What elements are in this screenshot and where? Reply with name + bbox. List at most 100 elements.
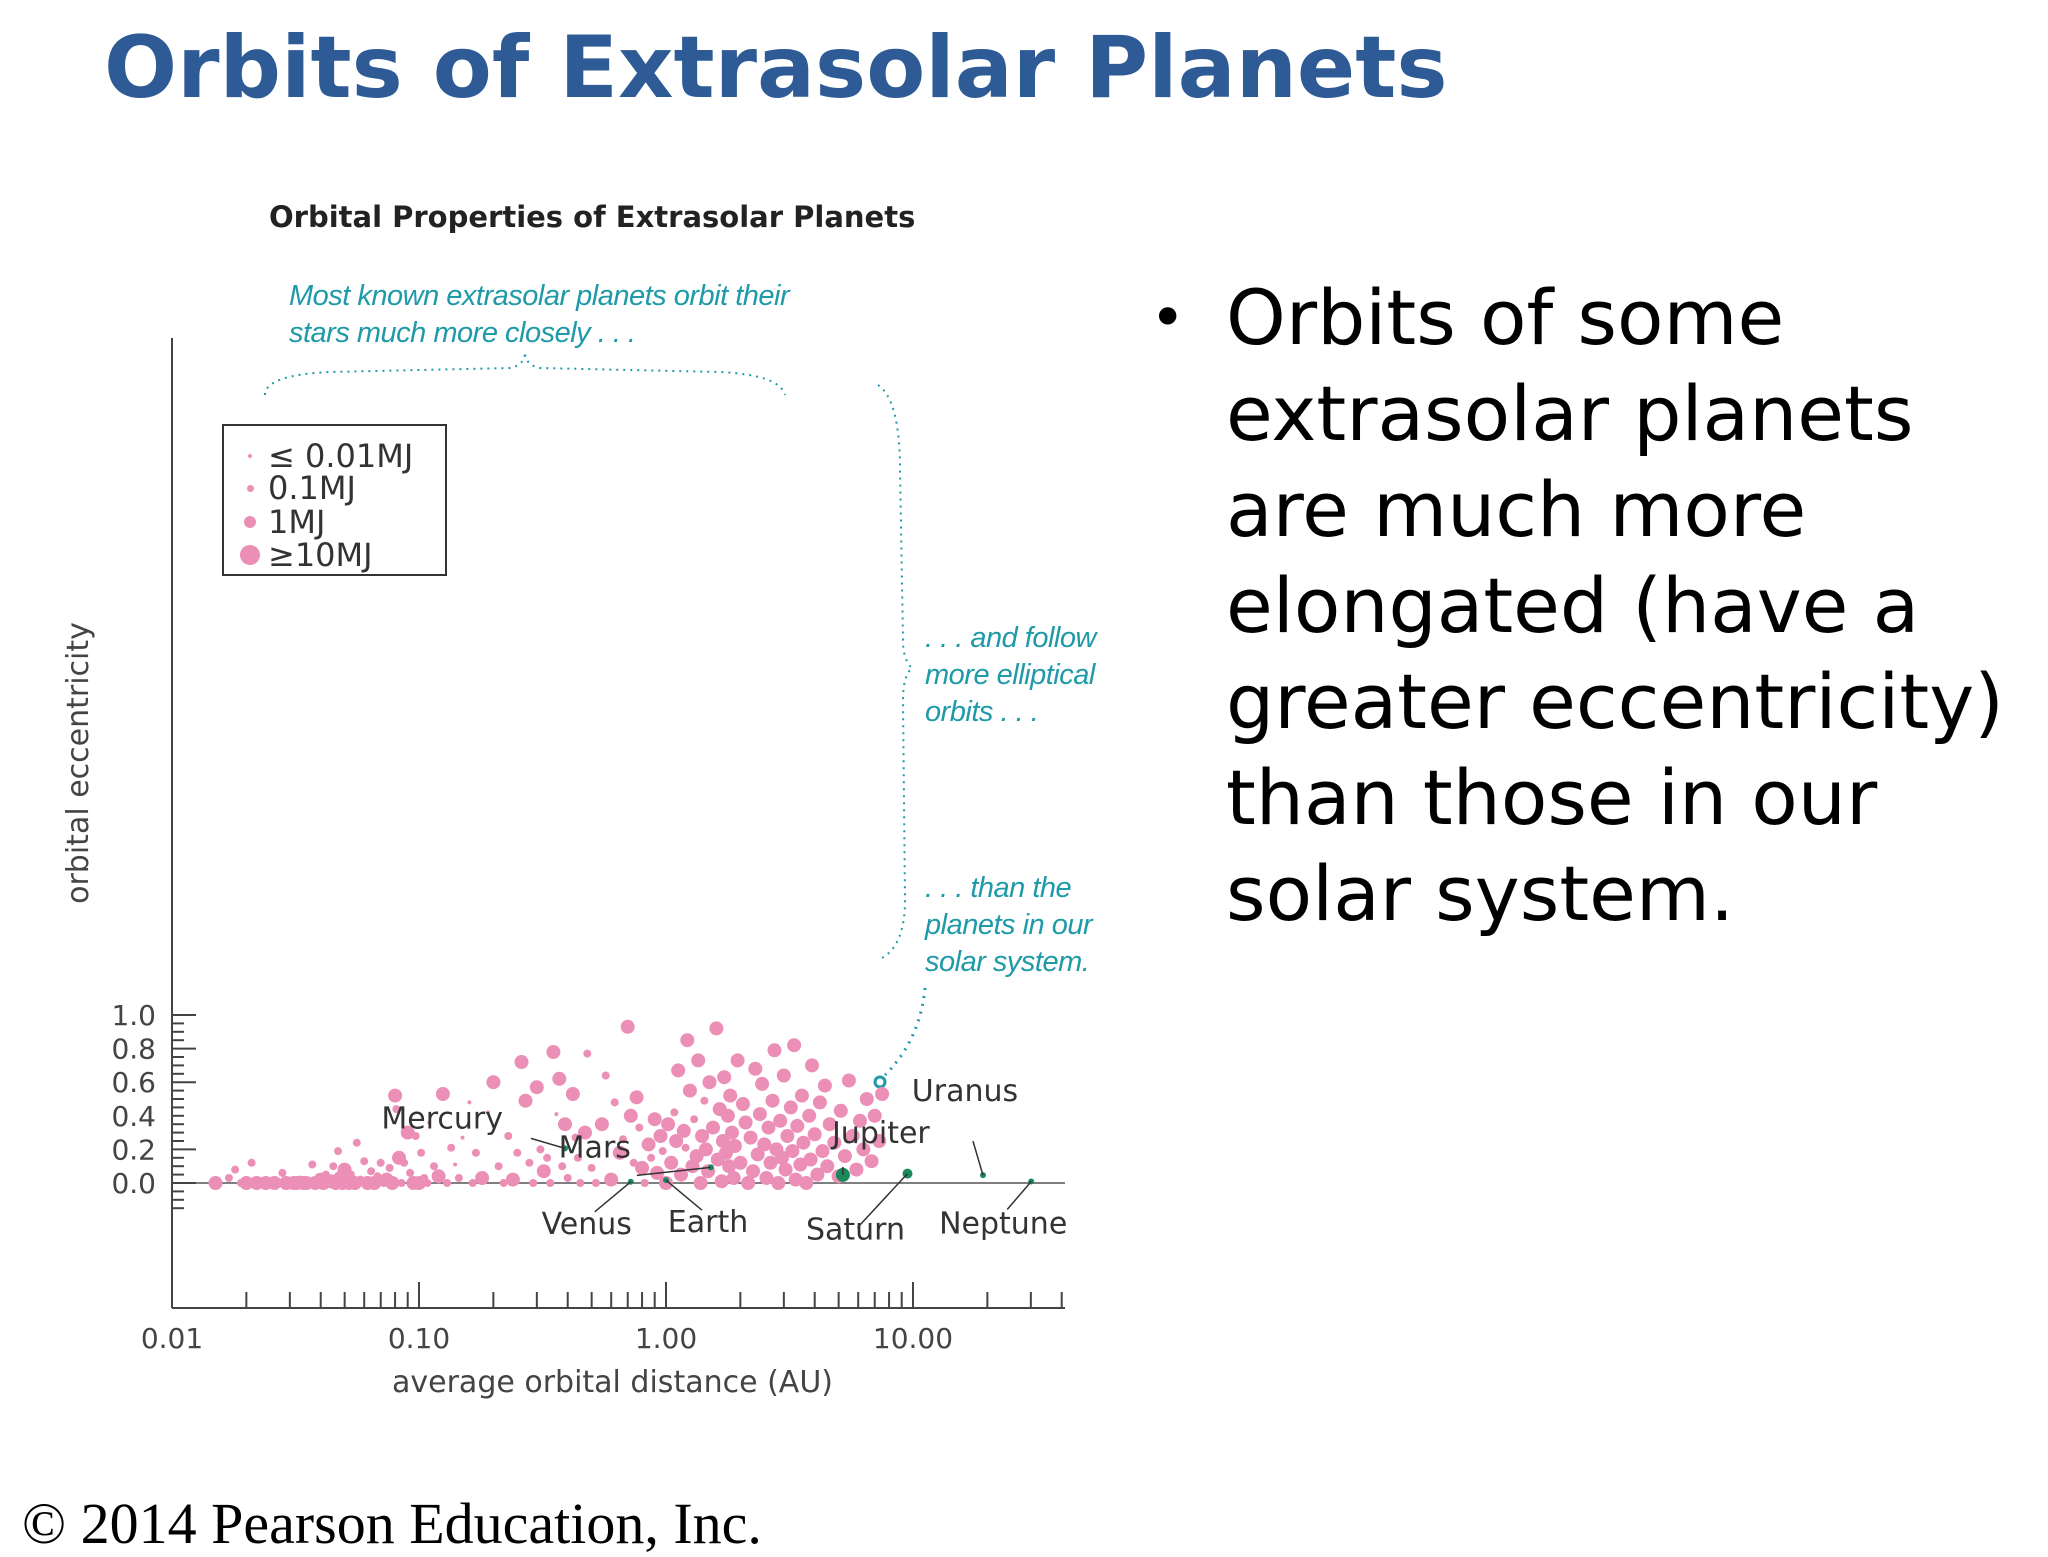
exoplanet-point <box>610 1098 619 1107</box>
legend-item: ≤ 0.01MJ <box>224 440 444 472</box>
exoplanet-point <box>406 1168 415 1177</box>
exoplanet-point <box>693 1176 708 1190</box>
legend-item: 0.1MJ <box>224 472 444 504</box>
exoplanet-point <box>629 1090 644 1105</box>
exoplanet-point <box>430 1162 438 1171</box>
x-axis-label: average orbital distance (AU) <box>392 1365 833 1400</box>
exoplanet-point <box>805 1058 819 1073</box>
exoplanet-point <box>785 1144 800 1159</box>
exoplanet-point <box>755 1076 770 1091</box>
exoplanet-point <box>454 1174 463 1182</box>
exoplanet-point <box>505 1172 520 1187</box>
exoplanet-point <box>604 1172 619 1187</box>
annotation-brackets <box>264 351 927 1089</box>
exoplanet-point <box>738 1115 753 1130</box>
exoplanet-point <box>815 1144 830 1159</box>
exoplanet-point <box>664 1155 679 1170</box>
exoplanet-point <box>247 1158 256 1167</box>
exoplanet-point <box>670 1108 679 1117</box>
exoplanet-point <box>467 1100 472 1105</box>
exoplanet-point <box>733 1155 748 1170</box>
exoplanet-point <box>875 1087 890 1101</box>
exoplanet-points <box>208 1019 890 1190</box>
exoplanet-point <box>558 1117 572 1132</box>
exoplanet-point <box>796 1135 811 1150</box>
exoplanet-point <box>400 1125 415 1140</box>
exoplanet-point <box>776 1068 791 1083</box>
exoplanet-point <box>417 1148 426 1157</box>
exoplanet-point <box>771 1176 786 1190</box>
bullet-text: Orbits of some extrasolar planets are mu… <box>1226 273 2004 938</box>
planet-label: Mars <box>559 1130 631 1165</box>
exoplanet-point <box>397 1179 406 1187</box>
x-tick-label: 0.10 <box>388 1322 450 1355</box>
solar-planet-point <box>562 1145 568 1152</box>
exoplanet-point <box>460 1135 465 1140</box>
exoplanet-point <box>671 1063 686 1078</box>
exoplanet-point <box>803 1152 818 1167</box>
planet-leader-line <box>594 1181 632 1213</box>
exoplanet-point <box>423 1179 432 1187</box>
exoplanet-point <box>308 1160 317 1169</box>
bracket-vertical <box>877 384 914 959</box>
exoplanet-point <box>471 1148 480 1157</box>
exoplanet-point <box>518 1093 533 1108</box>
chart-legend: ≤ 0.01MJ 0.1MJ 1MJ ≥10MJ <box>222 424 447 576</box>
exoplanet-point <box>750 1147 765 1162</box>
exoplanet-point <box>641 1137 656 1152</box>
exoplanet-point <box>239 1176 254 1190</box>
exoplanet-point <box>817 1078 832 1093</box>
exoplanet-point <box>833 1103 848 1118</box>
exoplanet-point <box>853 1113 867 1128</box>
exoplanet-point <box>427 1120 432 1125</box>
exoplanet-point <box>872 1134 887 1148</box>
annotation-elliptical-orbits: . . . and follow more elliptical orbits … <box>925 622 1096 728</box>
exoplanet-point <box>698 1142 713 1157</box>
exoplanet-point <box>845 1129 860 1143</box>
exoplanet-point <box>504 1132 513 1140</box>
exoplanet-point <box>714 1174 729 1189</box>
exoplanet-point <box>640 1179 649 1187</box>
exoplanet-point <box>594 1117 609 1132</box>
exoplanet-point <box>799 1176 814 1190</box>
planet-leader-line <box>1006 1180 1032 1210</box>
exoplanet-point <box>392 1105 401 1114</box>
exoplanet-point <box>385 1163 394 1172</box>
y-tick-label: 0.4 <box>111 1100 156 1133</box>
bullet-list: • Orbits of some extrasolar planets are … <box>1150 270 2030 942</box>
exoplanet-point <box>329 1162 338 1171</box>
annotation-solar-system: . . . than the planets in our solar syst… <box>925 872 1093 978</box>
exoplanet-point <box>208 1176 223 1190</box>
exoplanet-point <box>591 1179 600 1187</box>
exoplanet-point <box>529 1179 538 1187</box>
exoplanet-point <box>717 1070 732 1085</box>
exoplanet-point <box>680 1033 695 1048</box>
legend-marker <box>240 545 260 565</box>
planet-leader-line <box>530 1137 566 1150</box>
solar-planet-point <box>980 1172 986 1179</box>
exoplanet-point <box>723 1088 738 1103</box>
exoplanet-point <box>676 1123 691 1138</box>
exoplanet-point <box>485 1110 490 1115</box>
exoplanet-point <box>767 1043 782 1058</box>
planet-leader-line <box>856 1173 909 1229</box>
exoplanet-point <box>635 1160 650 1175</box>
exoplanet-point <box>546 1179 555 1187</box>
bullet-item: • Orbits of some extrasolar planets are … <box>1150 270 2030 942</box>
exoplanet-point <box>373 1172 382 1181</box>
exoplanet-point <box>653 1129 668 1143</box>
exoplanet-point <box>468 1179 477 1187</box>
y-tick-label: 0.8 <box>111 1033 156 1066</box>
exoplanet-point <box>725 1125 739 1140</box>
exoplanet-point <box>385 1176 400 1190</box>
exoplanet-point <box>536 1145 545 1154</box>
planet-label: Neptune <box>939 1206 1067 1241</box>
exoplanet-point <box>543 1153 552 1162</box>
x-tick-label: 10.00 <box>873 1322 953 1355</box>
legend-marker <box>244 516 256 528</box>
exoplanet-point <box>695 1129 710 1143</box>
exoplanet-point <box>849 1162 864 1177</box>
exoplanet-point <box>629 1158 638 1167</box>
exoplanet-point <box>759 1171 774 1185</box>
exoplanet-point <box>571 1133 580 1142</box>
